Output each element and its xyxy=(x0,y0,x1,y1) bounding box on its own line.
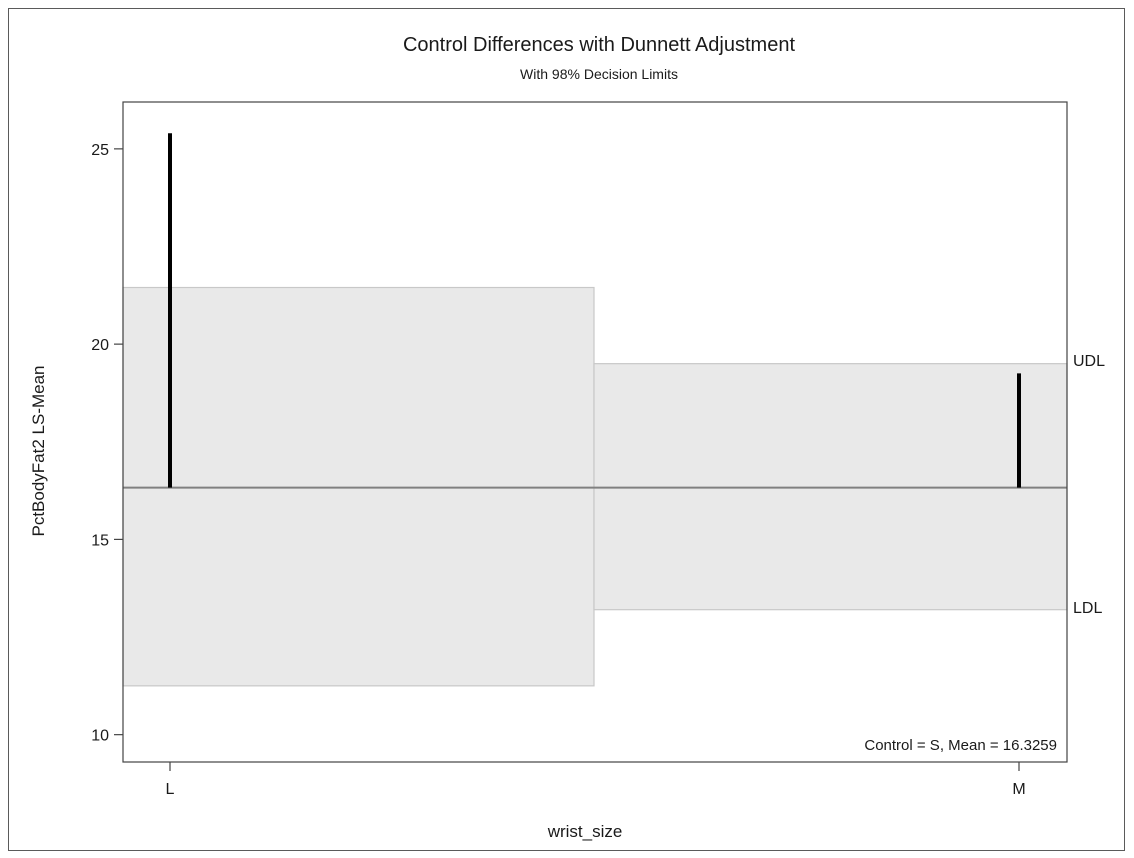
x-tick-label: M xyxy=(1012,781,1025,798)
control-annotation: Control = S, Mean = 16.3259 xyxy=(864,737,1057,754)
y-tick-label: 15 xyxy=(91,532,109,549)
y-axis-label: PctBodyFat2 LS-Mean xyxy=(29,365,48,536)
chart-title: Control Differences with Dunnett Adjustm… xyxy=(403,34,795,56)
udl-label: UDL xyxy=(1073,353,1105,370)
y-tick-label: 10 xyxy=(91,728,109,745)
x-axis-label: wrist_size xyxy=(547,822,623,841)
ldl-label: LDL xyxy=(1073,600,1102,617)
chart-subtitle: With 98% Decision Limits xyxy=(520,66,678,82)
x-tick-label: L xyxy=(166,781,175,798)
y-tick-label: 25 xyxy=(91,142,109,159)
difference-needles xyxy=(168,133,1021,488)
y-axis: 10 15 20 25 xyxy=(91,142,123,745)
plot-area xyxy=(122,101,1068,763)
y-tick-label: 20 xyxy=(91,337,109,354)
